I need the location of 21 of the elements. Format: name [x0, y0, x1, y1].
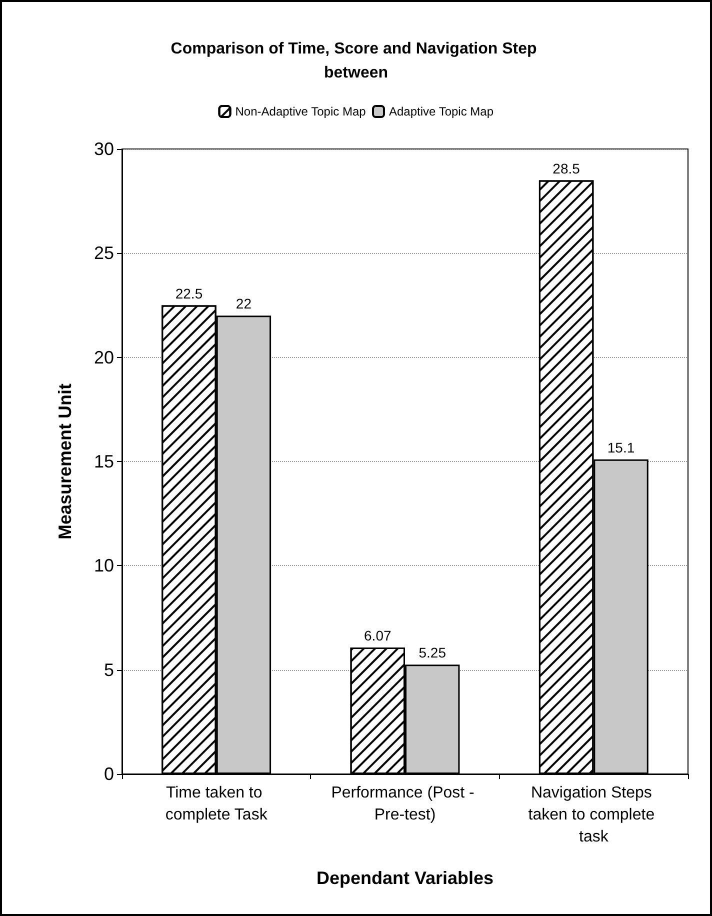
y-tick-label: 30 — [94, 139, 114, 159]
x-axis-title: Dependant Variables — [316, 868, 494, 888]
x-tick-label: Navigation Steps taken to complete task — [528, 784, 660, 846]
y-tick-label: 25 — [94, 243, 114, 264]
y-tick-label: 10 — [94, 556, 114, 576]
legend-label: Non-Adaptive Topic Map — [235, 104, 366, 118]
y-tick-label: 5 — [104, 660, 114, 680]
x-tick-label: Time taken to complete Task — [165, 784, 268, 824]
data-label: 28.5 — [552, 160, 580, 176]
legend-label: Adaptive Topic Map — [389, 104, 494, 118]
x-tick-label: Performance (Post - Pre-test) — [331, 784, 479, 824]
chart-title: Comparison of Time, Score and Navigation Step between — [170, 40, 542, 82]
y-axis-title: Measurement Unit — [55, 383, 75, 540]
data-label: 15.1 — [607, 439, 635, 456]
data-label: 5.25 — [418, 644, 446, 661]
y-tick-label: 15 — [94, 452, 114, 472]
data-label: 6.07 — [364, 628, 392, 644]
y-tick-label: 0 — [104, 764, 114, 784]
data-label: 22 — [236, 296, 252, 312]
data-label: 22.5 — [175, 285, 203, 302]
y-tick-label: 20 — [94, 347, 114, 368]
